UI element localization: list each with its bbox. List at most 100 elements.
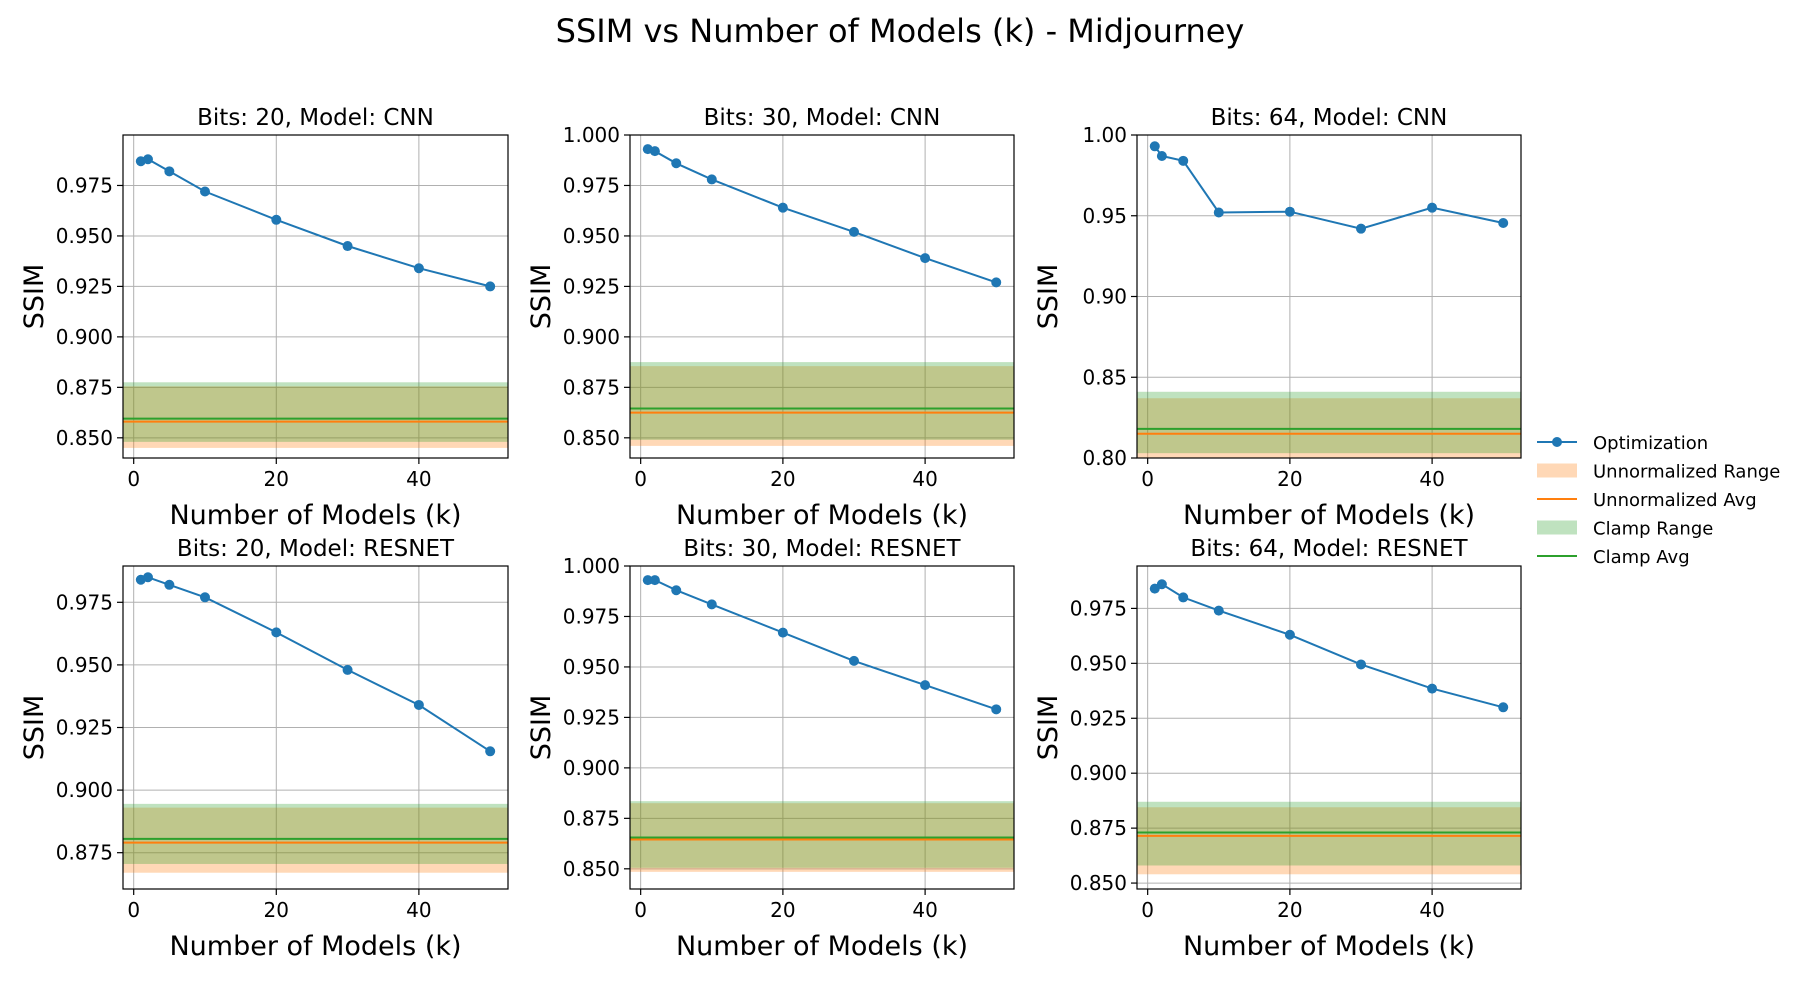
optimization-point — [199, 186, 210, 197]
optimization-point — [1156, 579, 1167, 590]
subplot-5: 0 20 40 0.850 0.875 0.900 0.925 0.950 0.975 1.000… — [526, 536, 1015, 962]
y-tick-label: 0.975 — [1070, 596, 1127, 620]
y-tick-label: 0.875 — [1070, 816, 1127, 840]
optimization-point — [920, 680, 931, 691]
range-bands — [1137, 801, 1521, 875]
y-axis-label: SSIM — [526, 695, 557, 761]
x-axis-label: Number of Models (k) — [169, 931, 461, 962]
y-tick-label: 0.925 — [563, 274, 620, 298]
y-tick-label: 0.875 — [56, 375, 113, 399]
optimization-point — [1498, 218, 1509, 229]
optimization-point — [991, 277, 1002, 288]
x-axis-label: Number of Models (k) — [676, 931, 968, 962]
range-bands — [630, 362, 1014, 446]
optimization-point — [342, 664, 353, 675]
unnormalized-range-band — [1137, 807, 1521, 875]
legend-swatch-unnormalized-range — [1537, 463, 1577, 478]
subplot-2: 0 20 40 0.850 0.875 0.900 0.925 0.950 0.975 1.000… — [526, 105, 1015, 531]
subplot-title: Bits: 64, Model: CNN — [1211, 105, 1448, 131]
y-tick-label: 0.950 — [1070, 651, 1127, 675]
x-tick-label: 0 — [1141, 898, 1154, 922]
unnormalized-range-band — [123, 386, 508, 448]
subplot-title: Bits: 30, Model: RESNET — [683, 536, 961, 562]
optimization-point — [671, 585, 682, 596]
optimization-point — [1178, 155, 1189, 166]
optimization-point — [777, 202, 788, 213]
y-tick-label: 0.950 — [563, 655, 620, 679]
subplot-4: 0 20 40 0.875 0.900 0.925 0.950 0.975 Bits: 20, … — [19, 536, 509, 962]
optimization-point — [1427, 683, 1438, 694]
y-tick-label: 0.925 — [563, 705, 620, 729]
x-tick-label: 0 — [127, 898, 140, 922]
x-tick-label: 20 — [264, 467, 289, 491]
y-tick-label: 0.95 — [1082, 204, 1127, 228]
clamp-range-band — [630, 801, 1014, 868]
y-tick-label: 0.850 — [563, 426, 620, 450]
x-tick-label: 0 — [127, 467, 140, 491]
range-bands — [1137, 391, 1521, 458]
optimization-point — [1356, 659, 1366, 670]
y-tick-label: 0.85 — [1082, 365, 1127, 389]
y-tick-label: 0.900 — [56, 778, 113, 802]
subplot-6: 0 20 40 0.850 0.875 0.900 0.925 0.950 0.975 Bits:… — [1033, 536, 1522, 962]
y-tick-label: 0.900 — [563, 325, 620, 349]
optimization-point — [706, 599, 717, 610]
y-tick-label: 0.80 — [1082, 446, 1127, 470]
y-tick-label: 0.900 — [1070, 761, 1127, 785]
clamp-range-band — [1137, 391, 1521, 454]
y-tick-label: 0.90 — [1082, 285, 1127, 309]
optimization-point — [642, 575, 653, 586]
subplot-title: Bits: 64, Model: RESNET — [1190, 536, 1468, 562]
range-bands — [630, 801, 1014, 872]
optimization-point — [199, 592, 210, 603]
optimization-point — [849, 655, 859, 666]
plot-frame — [1136, 565, 1522, 890]
y-tick-label: 0.850 — [56, 426, 113, 450]
legend-label-optimization: Optimization — [1593, 433, 1708, 454]
optimization-point — [706, 174, 717, 185]
x-axis-label: Number of Models (k) — [676, 500, 968, 531]
plot-frame — [122, 134, 509, 459]
unnormalized-range-band — [630, 366, 1014, 446]
clamp-range-band — [123, 803, 508, 864]
optimization-point — [920, 253, 931, 264]
optimization-point — [413, 699, 424, 710]
x-axis-label: Number of Models (k) — [169, 500, 461, 531]
x-tick-label: 40 — [1419, 467, 1444, 491]
optimization-point — [1356, 223, 1366, 234]
plot-frame — [629, 134, 1015, 459]
x-tick-label: 40 — [406, 467, 431, 491]
x-axis-label: Number of Models (k) — [1183, 931, 1475, 962]
y-axis-label: SSIM — [19, 695, 50, 761]
y-tick-label: 0.950 — [56, 653, 113, 677]
y-tick-label: 1.00 — [1082, 123, 1127, 147]
optimization-point — [777, 627, 788, 638]
plot-area — [630, 135, 1014, 458]
x-tick-label: 20 — [264, 898, 289, 922]
subplot-3: 0 20 40 0.80 0.85 0.90 0.95 1.00 Bits: 64, Model… — [1033, 105, 1522, 531]
y-tick-label: 0.925 — [56, 716, 113, 740]
optimization-point — [1284, 629, 1295, 640]
x-tick-label: 20 — [1277, 898, 1302, 922]
optimization-point — [342, 241, 353, 252]
clamp-range-band — [123, 382, 508, 442]
y-axis-label: SSIM — [1033, 695, 1064, 761]
x-tick-label: 20 — [1277, 467, 1302, 491]
optimization-point — [413, 263, 424, 274]
y-tick-label: 1.000 — [563, 554, 620, 578]
subplot-title: Bits: 30, Model: CNN — [704, 105, 941, 131]
optimization-point — [271, 214, 282, 225]
y-tick-label: 0.900 — [56, 325, 113, 349]
x-tick-label: 20 — [770, 898, 795, 922]
clamp-range-band — [630, 362, 1014, 440]
x-tick-label: 40 — [912, 467, 937, 491]
subplot-title: Bits: 20, Model: RESNET — [177, 536, 455, 562]
optimization-point — [649, 146, 660, 157]
optimization-point — [991, 704, 1002, 715]
clamp-range-band — [1137, 801, 1521, 866]
y-tick-label: 0.850 — [1070, 871, 1127, 895]
y-tick-label: 0.925 — [56, 274, 113, 298]
legend: Optimization Unnormalized Range Unnormaliz… — [1537, 433, 1780, 568]
plot-area — [123, 135, 508, 458]
optimization-point — [142, 154, 153, 165]
